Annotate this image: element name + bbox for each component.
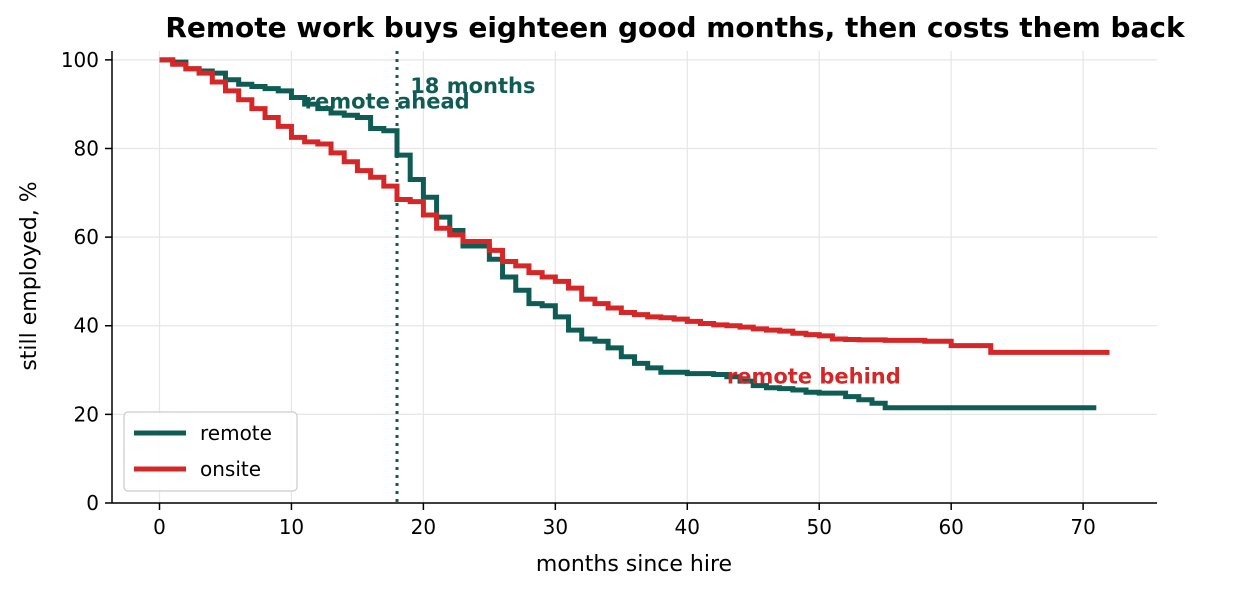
x-tick-label: 0 (153, 515, 166, 539)
legend-label-remote: remote (200, 421, 272, 445)
series-line-onsite (159, 57, 1110, 355)
x-tick-label: 50 (806, 515, 831, 539)
x-tick-label: 60 (938, 515, 963, 539)
series-layer (159, 57, 1110, 411)
y-tick-label: 20 (74, 402, 99, 426)
x-axis-label: months since hire (536, 552, 732, 577)
series-line-remote (159, 57, 1097, 411)
legend-label-onsite: onsite (200, 457, 261, 481)
x-tick-label: 40 (675, 515, 700, 539)
y-axis-label: still employed, % (17, 181, 42, 370)
x-tick-label: 10 (279, 515, 304, 539)
x-tick-label: 30 (543, 515, 568, 539)
axes (111, 51, 1157, 504)
annotation: remote ahead (305, 90, 470, 114)
y-tick-label: 0 (86, 491, 99, 515)
chart-title: Remote work buys eighteen good months, t… (165, 11, 1186, 44)
y-ticks: 0 20 40 60 80 100 (61, 48, 112, 515)
y-tick-label: 100 (61, 48, 99, 72)
y-tick-label: 40 (74, 314, 99, 338)
legend: remote onsite (123, 411, 298, 492)
x-ticks: 0 10 20 30 40 50 60 70 (153, 503, 1096, 539)
annotation: 18 months (410, 74, 535, 98)
y-tick-label: 60 (74, 225, 99, 249)
x-tick-label: 20 (411, 515, 436, 539)
grid (112, 51, 1157, 504)
y-tick-label: 80 (74, 136, 99, 160)
x-tick-label: 70 (1070, 515, 1095, 539)
annotation: remote behind (727, 364, 901, 388)
